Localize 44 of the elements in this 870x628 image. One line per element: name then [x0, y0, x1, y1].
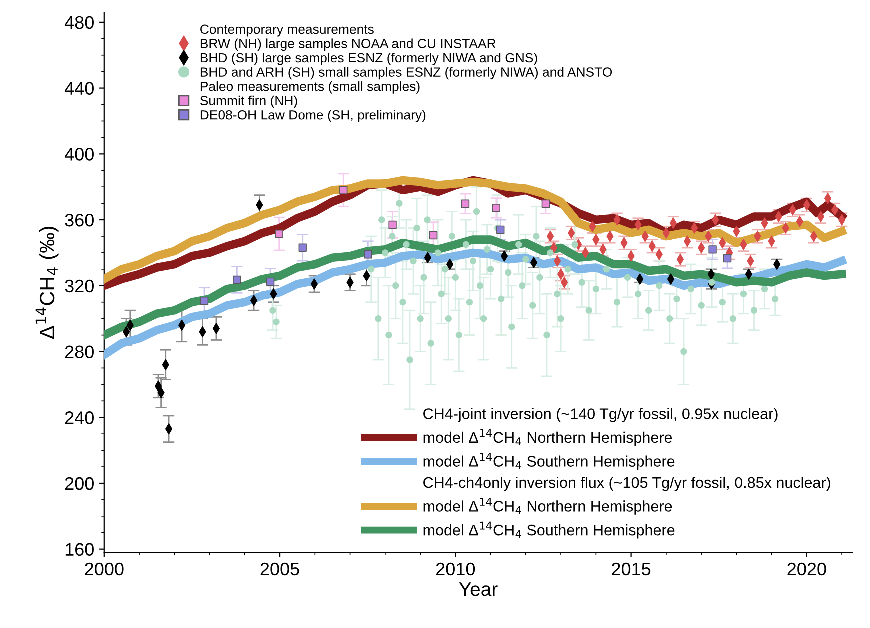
point: [542, 200, 550, 208]
y-axis-title: Δ$^{14}$CH$_{4}$ (‰): [36, 226, 59, 339]
legend-label: Summit firn (NH): [200, 96, 298, 108]
point: [340, 186, 348, 194]
legend-label: BRW (NH) large samples NOAA and CU INSTAAR: [200, 38, 496, 52]
legend-label: model Δ$^{14}$CH$_{4}$ Northern Hemisphere: [424, 429, 672, 446]
y-tick-label: 200: [65, 477, 94, 490]
legend-label: BHD (SH) large samples ESNZ (formerly NIWA and GNS): [200, 52, 538, 66]
annotation: CH4-joint inversion (~140 Tg/yr fossil, 0.95x nuclear): [424, 408, 778, 422]
y-tick-label: 280: [65, 346, 94, 358]
point: [233, 276, 242, 284]
y-tick-label: 480: [64, 16, 94, 30]
point: [266, 278, 275, 286]
x-tick-label: 2005: [260, 562, 300, 576]
x-tick-label: 2020: [788, 562, 826, 576]
annotation: CH4-ch4only inversion flux (~105 Tg/yr fossil, 0.85x nuclear): [424, 476, 830, 492]
point: [492, 204, 501, 212]
point: [275, 230, 284, 238]
legend-label: model Δ$^{14}$CH$_{4}$ Northern Hemisphere: [424, 498, 672, 515]
annotation: Paleo measurements (small samples): [200, 82, 420, 94]
y-tick-label: 240: [65, 412, 94, 424]
point: [200, 296, 209, 306]
legend-label: model Δ$^{14}$CH$_{4}$ Southern Hemisphere: [424, 453, 675, 470]
point: [364, 250, 372, 259]
x-tick-label: 2010: [436, 562, 476, 576]
point: [708, 246, 717, 254]
point: [298, 244, 307, 252]
y-tick-label: 400: [64, 148, 94, 161]
legend-label: model Δ$^{14}$CH$_{4}$ Southern Hemisphere: [424, 522, 675, 539]
x-tick-label: 2000: [85, 562, 124, 576]
point: [723, 254, 732, 263]
legend-label: BHD and ARH (SH) small samples ESNZ (formerly NIWA) and ANSTO: [200, 67, 612, 80]
y-tick-label: 160: [66, 543, 94, 556]
point: [461, 200, 470, 208]
y-tick-label: 440: [64, 82, 94, 96]
annotation: Contemporary measurements: [200, 24, 374, 37]
point: [496, 226, 505, 234]
point: [388, 220, 397, 230]
y-tick-label: 320: [65, 280, 94, 293]
point: [429, 231, 438, 240]
x-axis-title: Year: [459, 582, 498, 596]
legend-label: DE08-OH Law Dome (SH, preliminary): [200, 110, 426, 122]
y-tick-label: 360: [65, 214, 94, 227]
x-tick-label: 2015: [612, 562, 651, 576]
